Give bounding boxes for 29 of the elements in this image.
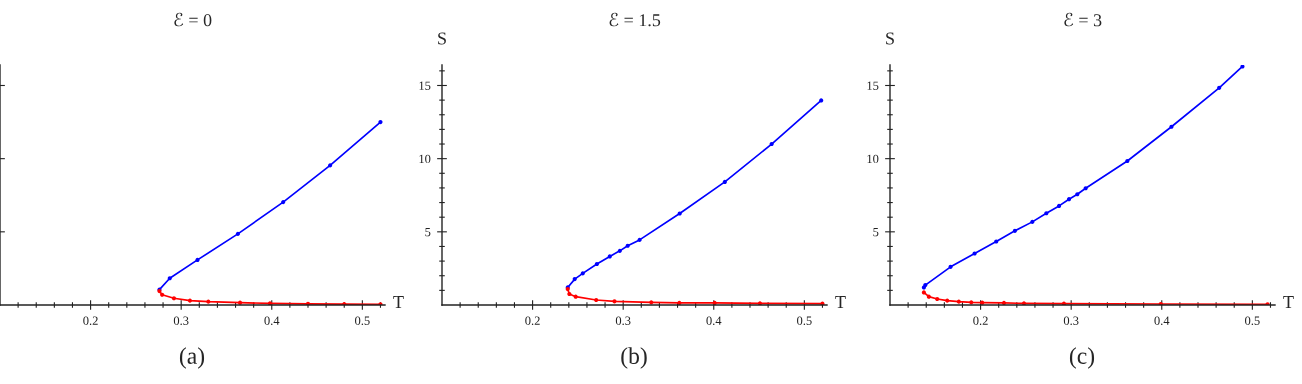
text: (b) — [621, 347, 647, 369]
chart-title: ℰ = 0 — [174, 12, 212, 27]
y-tick-label: 5 — [873, 227, 879, 237]
y-tick-label: 10 — [867, 154, 879, 164]
x-tick-label: 0.2 — [83, 316, 98, 325]
x-axis-title: T — [1283, 296, 1294, 308]
x-tick-label: 0.4 — [264, 316, 280, 325]
x-tick-label: 0.5 — [355, 316, 370, 325]
x-tick-label: 0.4 — [706, 316, 722, 325]
chart-title: ℰ = 1.5 — [609, 12, 661, 27]
x-axis-title: T — [393, 296, 404, 308]
y-axis-title: S — [886, 32, 894, 45]
y-tick-label: 10 — [419, 154, 431, 164]
y-tick-label: 15 — [419, 81, 431, 90]
chart-title: ℰ = 3 — [1064, 12, 1102, 27]
x-tick-label: 0.3 — [615, 316, 631, 325]
x-tick-label: 0.5 — [1245, 316, 1260, 325]
x-tick-label: 0.2 — [525, 316, 540, 325]
x-tick-label: 0.3 — [1063, 316, 1079, 325]
text: (c) — [1069, 347, 1095, 369]
text: (a) — [179, 347, 205, 369]
y-tick-label: 5 — [425, 227, 431, 237]
y-axis-title: S — [438, 32, 446, 45]
x-axis-title: T — [835, 296, 846, 308]
x-tick-label: 0.2 — [973, 316, 988, 325]
x-tick-label: 0.4 — [1154, 316, 1170, 325]
y-tick-label: 15 — [867, 81, 879, 90]
x-tick-label: 0.5 — [797, 316, 812, 325]
x-tick-label: 0.3 — [173, 316, 189, 325]
